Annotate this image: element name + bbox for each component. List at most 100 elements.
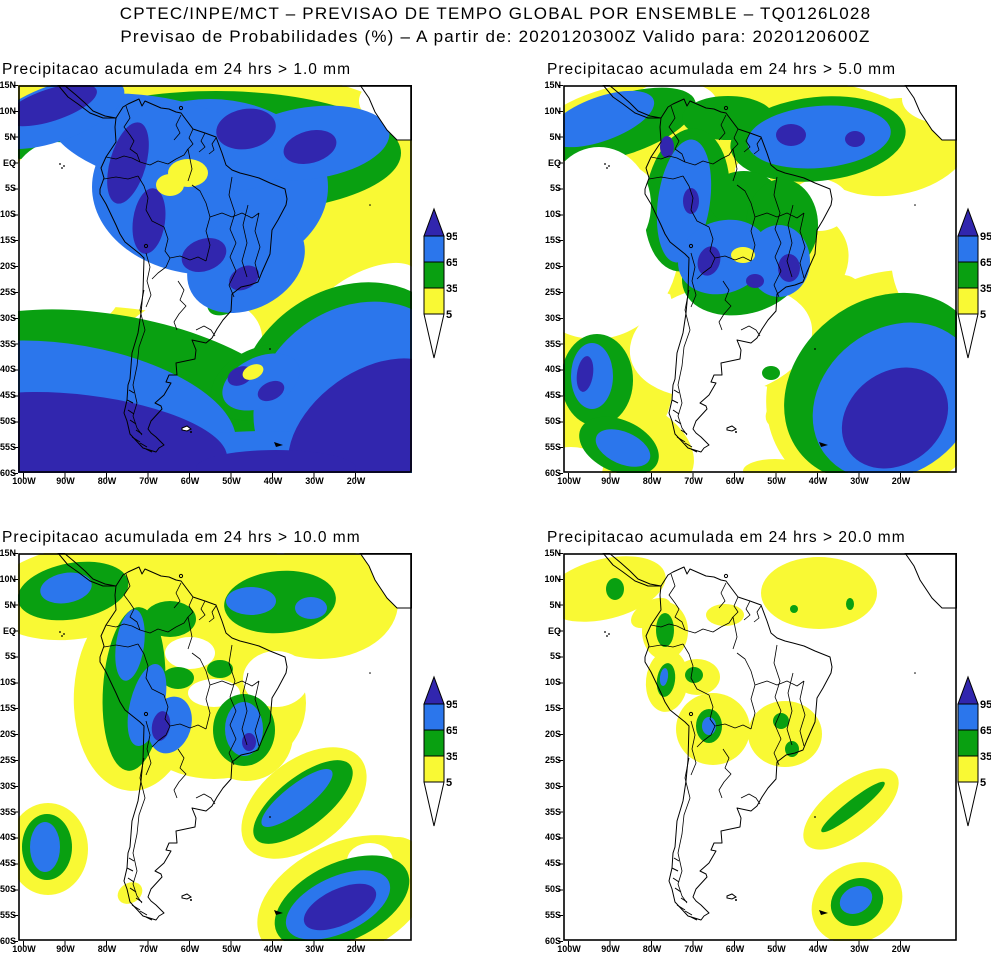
lat-tick-label: 30S — [544, 312, 561, 323]
probability-colorbar — [949, 674, 991, 834]
lat-tick-label: 5N — [549, 131, 561, 142]
lat-tick-marks — [558, 85, 563, 474]
contour-fill-layer — [18, 85, 412, 473]
lon-tick-label: 100W — [557, 944, 581, 954]
lat-tick-label: 15N — [0, 548, 16, 558]
lon-tick-label: 100W — [12, 944, 36, 954]
lat-tick-label: EQ — [547, 625, 561, 636]
lon-tick-label: 70W — [139, 476, 158, 486]
lat-tick-label: 25S — [0, 286, 16, 297]
lon-axis-labels: 100W 90W 80W 70W 60W 50W 40W 30W 20W — [10, 476, 370, 486]
lon-tick-label: 30W — [850, 944, 869, 954]
lon-tick-label: 70W — [684, 944, 703, 954]
lat-tick-label: 10S — [0, 209, 16, 220]
probability-colorbar — [415, 674, 457, 834]
lon-tick-label: 30W — [305, 944, 324, 954]
lon-tick-label: 60W — [180, 476, 200, 486]
lon-tick-marks — [568, 941, 902, 946]
lon-tick-label: 80W — [642, 944, 662, 954]
contour-fill-layer — [18, 553, 412, 941]
map-frame — [563, 553, 957, 941]
lat-tick-label: 50S — [544, 884, 561, 895]
map-frame — [18, 553, 412, 941]
lat-tick-label: 35S — [0, 806, 16, 817]
lat-tick-label: 5N — [4, 131, 16, 142]
lon-tick-label: 40W — [808, 944, 828, 954]
lat-tick-marks — [13, 85, 18, 474]
lat-tick-label: 30S — [0, 312, 16, 323]
lon-tick-label: 70W — [684, 476, 703, 486]
lon-tick-label: 50W — [222, 476, 241, 486]
lat-tick-label: 5S — [4, 183, 16, 194]
lat-tick-label: 60S — [544, 467, 561, 478]
lat-tick-label: 5S — [4, 651, 16, 662]
lon-tick-label: 80W — [97, 476, 117, 486]
lat-tick-label: 10S — [544, 677, 561, 688]
lat-tick-label: 60S — [0, 935, 16, 946]
lon-tick-label: 90W — [601, 476, 620, 486]
lon-tick-label: 20W — [891, 476, 911, 486]
lat-tick-label: EQ — [2, 625, 16, 636]
lat-tick-label: 45S — [0, 858, 16, 869]
page-title: CPTEC/INPE/MCT – PREVISAO DE TEMPO GLOBA… — [119, 4, 872, 23]
lon-tick-label: 60W — [180, 944, 200, 954]
contour-fill-layer — [563, 556, 903, 941]
map-frame — [563, 85, 957, 473]
lat-tick-label: 35S — [544, 338, 561, 349]
lat-tick-label: 30S — [0, 780, 16, 791]
map-frame — [18, 85, 412, 473]
lat-tick-label: 25S — [544, 286, 561, 297]
lat-tick-label: 15S — [0, 703, 16, 714]
lon-tick-label: 50W — [767, 476, 786, 486]
lon-tick-label: 90W — [56, 476, 75, 486]
lat-tick-label: 5S — [549, 651, 561, 662]
lon-tick-label: 20W — [346, 476, 366, 486]
lat-tick-label: 40S — [0, 832, 16, 843]
lat-tick-label: 10S — [544, 209, 561, 220]
lat-tick-label: 10N — [544, 105, 561, 116]
lat-tick-label: 40S — [0, 364, 16, 375]
page-subtitle: Previsao de Probabilidades (%) – A parti… — [120, 27, 871, 46]
lon-tick-label: 30W — [850, 476, 869, 486]
lat-axis-labels: 15N 10N 5N EQ 5S 10S 15S 20S 25S 30S 35S 40S 45S 50S 5… — [0, 548, 16, 946]
lon-tick-label: 100W — [557, 476, 581, 486]
lat-tick-label: 15N — [544, 80, 561, 90]
lat-tick-label: 60S — [0, 467, 16, 478]
lat-tick-label: 10N — [0, 573, 16, 584]
lat-axis-labels: 15N 10N 5N EQ 5S 10S 15S 20S 25S 30S 35S 40S 45S 50S 5… — [0, 81, 16, 478]
lon-tick-label: 30W — [305, 476, 324, 486]
lon-tick-label: 20W — [346, 944, 366, 954]
lon-tick-label: 40W — [263, 476, 283, 486]
lat-tick-label: 55S — [0, 442, 16, 453]
probability-colorbar — [949, 206, 991, 366]
lat-tick-label: 45S — [0, 390, 16, 401]
lon-tick-marks — [568, 473, 902, 478]
lon-tick-label: 60W — [725, 944, 745, 954]
lat-tick-label: 55S — [0, 910, 16, 921]
lat-tick-label: 25S — [0, 754, 16, 765]
lat-tick-label: 30S — [544, 780, 561, 791]
panel-title-1mm: Precipitacao acumulada em 24 hrs > 1.0 m… — [2, 61, 351, 78]
lat-tick-label: 10S — [0, 677, 16, 688]
lon-tick-label: 80W — [97, 944, 117, 954]
lat-tick-label: 15S — [544, 703, 561, 714]
lat-tick-label: 10N — [544, 573, 561, 584]
lat-tick-label: 15S — [0, 235, 16, 246]
lat-tick-label: 20S — [544, 729, 561, 740]
lon-tick-marks — [23, 473, 357, 478]
map-precip-gt-1mm — [18, 85, 412, 473]
lat-tick-label: 45S — [544, 390, 561, 401]
probability-colorbar — [415, 206, 457, 366]
lon-tick-label: 40W — [808, 476, 828, 486]
lat-tick-label: 55S — [544, 910, 561, 921]
lat-tick-label: 25S — [544, 754, 561, 765]
panel-title-10mm: Precipitacao acumulada em 24 hrs > 10.0 … — [2, 529, 361, 546]
lat-tick-label: 20S — [544, 261, 561, 272]
lat-tick-label: EQ — [547, 157, 561, 168]
map-precip-gt-5mm — [563, 85, 957, 473]
lat-tick-label: 20S — [0, 729, 16, 740]
lat-tick-label: 50S — [544, 416, 561, 427]
lon-tick-label: 70W — [139, 944, 158, 954]
lon-tick-label: 90W — [56, 944, 75, 954]
lat-tick-label: 50S — [0, 416, 16, 427]
